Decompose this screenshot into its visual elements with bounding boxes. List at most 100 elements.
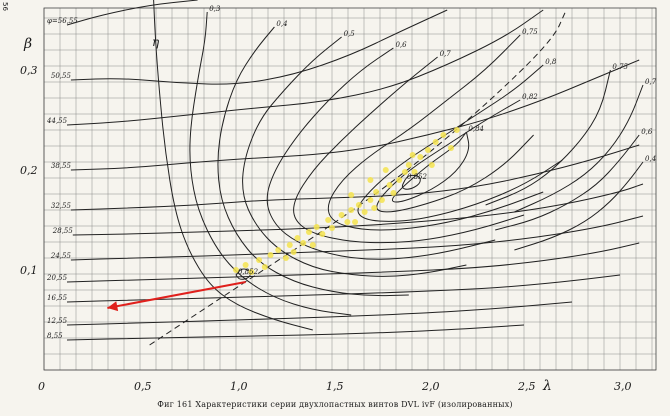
highlight-dot: [267, 252, 274, 258]
highlight-dot: [371, 205, 378, 211]
arrow-shaft: [107, 281, 246, 309]
optimum-line: [149, 9, 567, 346]
pitch-line-label: 28,55: [52, 227, 74, 235]
highlight-dot: [378, 197, 385, 203]
efficiency-contour-label: 0,852: [238, 268, 259, 276]
y-tick-label: 0,2: [20, 164, 38, 177]
pitch-line-label: 44,55: [46, 117, 68, 125]
highlight-dot: [338, 212, 345, 218]
highlight-dot: [390, 190, 397, 196]
pitch-line-label: 16,55: [47, 294, 68, 302]
pitch-line-0: [66, 0, 198, 26]
highlight-dot: [382, 167, 389, 173]
efficiency-contour-12: [485, 69, 611, 206]
x-tick-label: 1,0: [230, 380, 248, 393]
pitch-line-label: 8,55: [47, 332, 63, 340]
highlight-dot: [440, 132, 447, 138]
x-tick-label: 0: [38, 380, 45, 393]
axis-ticks: 0 0,5 1,0 1,5 2,0 2,5 3,0 0,1 0,2 0,3: [20, 64, 632, 393]
efficiency-contour-0: [153, 0, 313, 331]
highlight-dot: [261, 264, 268, 270]
highlight-dot: [286, 242, 293, 248]
highlight-dot: [425, 147, 431, 153]
efficiency-contour-label: 0,7: [440, 50, 452, 58]
x-tick-label: 1,5: [326, 380, 344, 393]
efficiency-contour-label: 0,6: [395, 41, 407, 49]
pitch-line-6: [70, 215, 644, 261]
y-axis-title: β: [23, 36, 32, 52]
efficiency-contour-6: [327, 34, 544, 231]
highlight-dot: [348, 192, 355, 198]
highlight-dot: [355, 202, 362, 208]
page-number: 56: [1, 2, 9, 11]
highlight-dot: [396, 177, 403, 183]
highlight-dot: [233, 267, 239, 273]
highlight-dot: [405, 162, 412, 168]
highlight-dot: [329, 225, 335, 231]
efficiency-contour-label: 0,75: [612, 63, 628, 71]
red-arrow: [107, 281, 246, 312]
pitch-line-label: 12,55: [47, 317, 68, 325]
pitch-line-1: [70, 9, 448, 85]
x-tick-label: 2,0: [421, 380, 440, 393]
efficiency-contour-1: [189, 11, 352, 316]
highlight-dot: [275, 247, 282, 253]
efficiency-contour-label: 0,4: [276, 20, 287, 28]
highlight-dot: [432, 139, 439, 145]
highlight-dot: [313, 224, 320, 230]
pitch-line-label: 38,55: [51, 162, 72, 170]
highlight-dot: [325, 217, 332, 223]
efficiency-contour-label: 0,852: [407, 173, 428, 181]
efficiency-contour-10: [401, 174, 421, 190]
highlight-dot: [373, 189, 380, 195]
efficiency-contour-5: [293, 56, 525, 244]
pitch-line-label: 32,55: [51, 202, 72, 210]
highlight-dot: [248, 269, 255, 275]
arrow-head: [107, 301, 119, 312]
pitch-line-9: [66, 301, 573, 326]
highlight-dot: [367, 197, 374, 203]
x-tick-label: 3,0: [614, 380, 632, 393]
pitch-lines: [66, 0, 644, 341]
x-tick-label: 0,5: [134, 380, 152, 393]
x-tick-label: 2,5: [517, 380, 536, 393]
pitch-line-label: 50,55: [51, 72, 72, 80]
highlight-dot: [386, 182, 393, 188]
pitch-line-4: [70, 144, 640, 211]
efficiency-contour-label: 0,5: [344, 30, 356, 38]
efficiency-contour-4: [266, 47, 496, 260]
efficiency-contour-label: 0,84: [468, 125, 484, 133]
pitch-line-label: 20,55: [46, 274, 68, 282]
pitch-line-label: 24,55: [50, 252, 72, 260]
highlight-dot: [305, 229, 312, 235]
efficiency-contour-label: 0,4: [645, 155, 656, 163]
highlight-dot: [352, 219, 359, 225]
y-tick-label: 0,3: [20, 64, 38, 77]
highlight-dot: [448, 145, 455, 151]
highlight-dot: [294, 235, 301, 241]
efficiency-symbol: η: [152, 35, 160, 49]
highlight-dot: [361, 209, 368, 215]
efficiency-contour-13: [514, 84, 644, 213]
highlight-points: [233, 127, 460, 275]
pitch-line-label: φ=56,55: [47, 17, 78, 25]
efficiency-contour-label: 0,75: [522, 28, 538, 36]
pitch-line-3: [70, 59, 640, 171]
highlight-dot: [309, 242, 316, 248]
efficiency-contour-label: 0,7: [645, 78, 657, 86]
efficiency-contour-label: 0,8: [545, 58, 557, 66]
highlight-dot: [348, 207, 355, 213]
pitch-line-7: [66, 242, 640, 283]
x-axis-title: λ: [542, 378, 552, 394]
highlight-dot: [401, 169, 408, 175]
pitch-line-8: [66, 274, 621, 303]
highlight-dot: [417, 154, 424, 160]
efficiency-contour-label: 0,6: [641, 128, 653, 136]
chart-grid: [43, 8, 656, 371]
chart-frame: [43, 7, 657, 371]
efficiency-contour-label: 0,82: [522, 93, 538, 101]
y-tick-label: 0,1: [20, 264, 38, 277]
highlight-dot: [428, 162, 435, 168]
efficiency-contour-3: [242, 36, 467, 277]
